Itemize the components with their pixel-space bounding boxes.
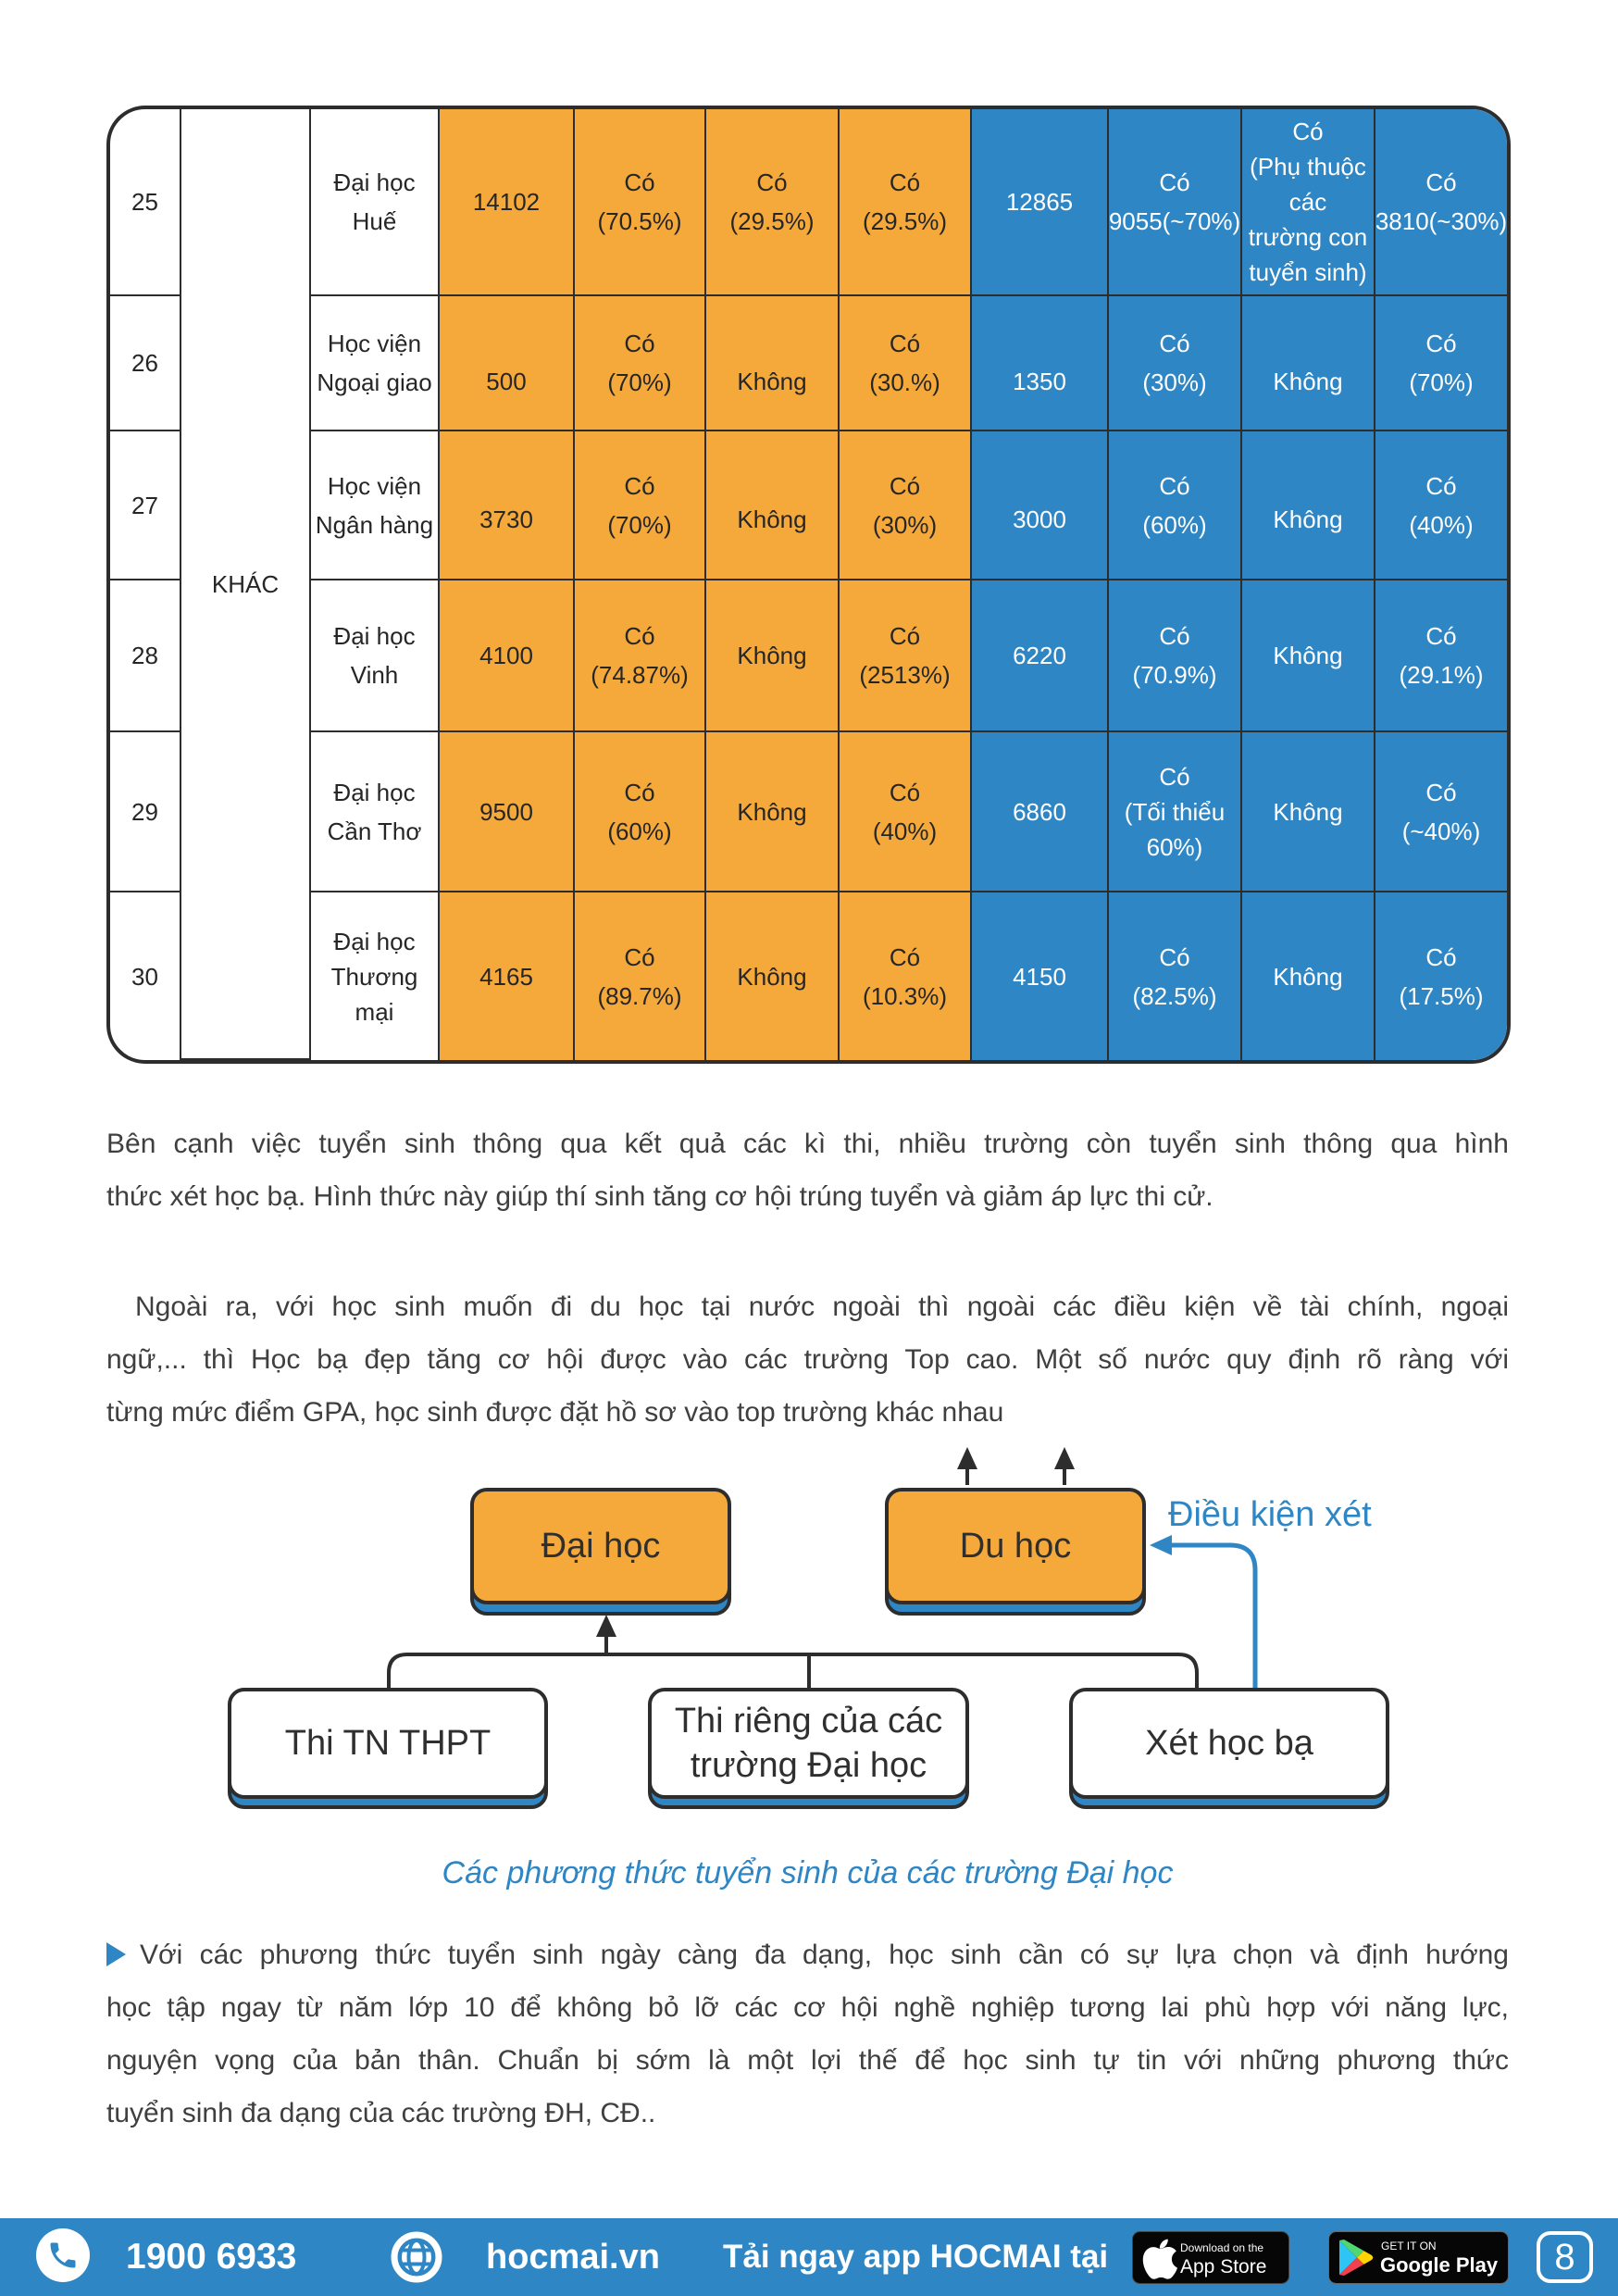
svg-text:Google Play: Google Play	[1380, 2253, 1499, 2277]
svg-text:GET IT ON: GET IT ON	[1381, 2240, 1437, 2252]
svg-text:App Store: App Store	[1180, 2256, 1266, 2277]
svg-text:Download on the: Download on the	[1180, 2241, 1263, 2254]
